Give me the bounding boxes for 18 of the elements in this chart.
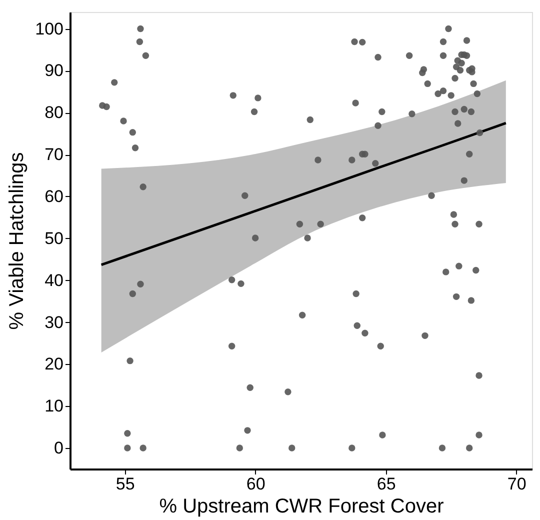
line-series — [100, 122, 508, 266]
y-tick-label: 20 — [44, 354, 64, 374]
y-tick-label: 90 — [44, 61, 64, 80]
y-tick-label: 80 — [44, 103, 64, 122]
y-tick-label: 70 — [44, 145, 64, 164]
x-tick-label: 55 — [116, 474, 135, 494]
y-tick-label: 60 — [44, 186, 64, 206]
y-tick-label: 0 — [54, 438, 64, 458]
x-tick-label: 60 — [246, 474, 266, 494]
y-tick-label: 30 — [44, 312, 64, 332]
y-tick-label: 10 — [44, 396, 64, 416]
x-axis-title: % Upstream CWR Forest Cover — [159, 496, 444, 518]
x-tick-label: 70 — [507, 474, 526, 494]
y-tick-label: 50 — [44, 228, 64, 248]
x-tick-label: 65 — [376, 474, 396, 494]
y-tick-label: 100 — [35, 19, 64, 38]
y-tick-label: 40 — [44, 270, 64, 290]
y-axis-title: % Viable Hatchlings — [6, 152, 28, 330]
